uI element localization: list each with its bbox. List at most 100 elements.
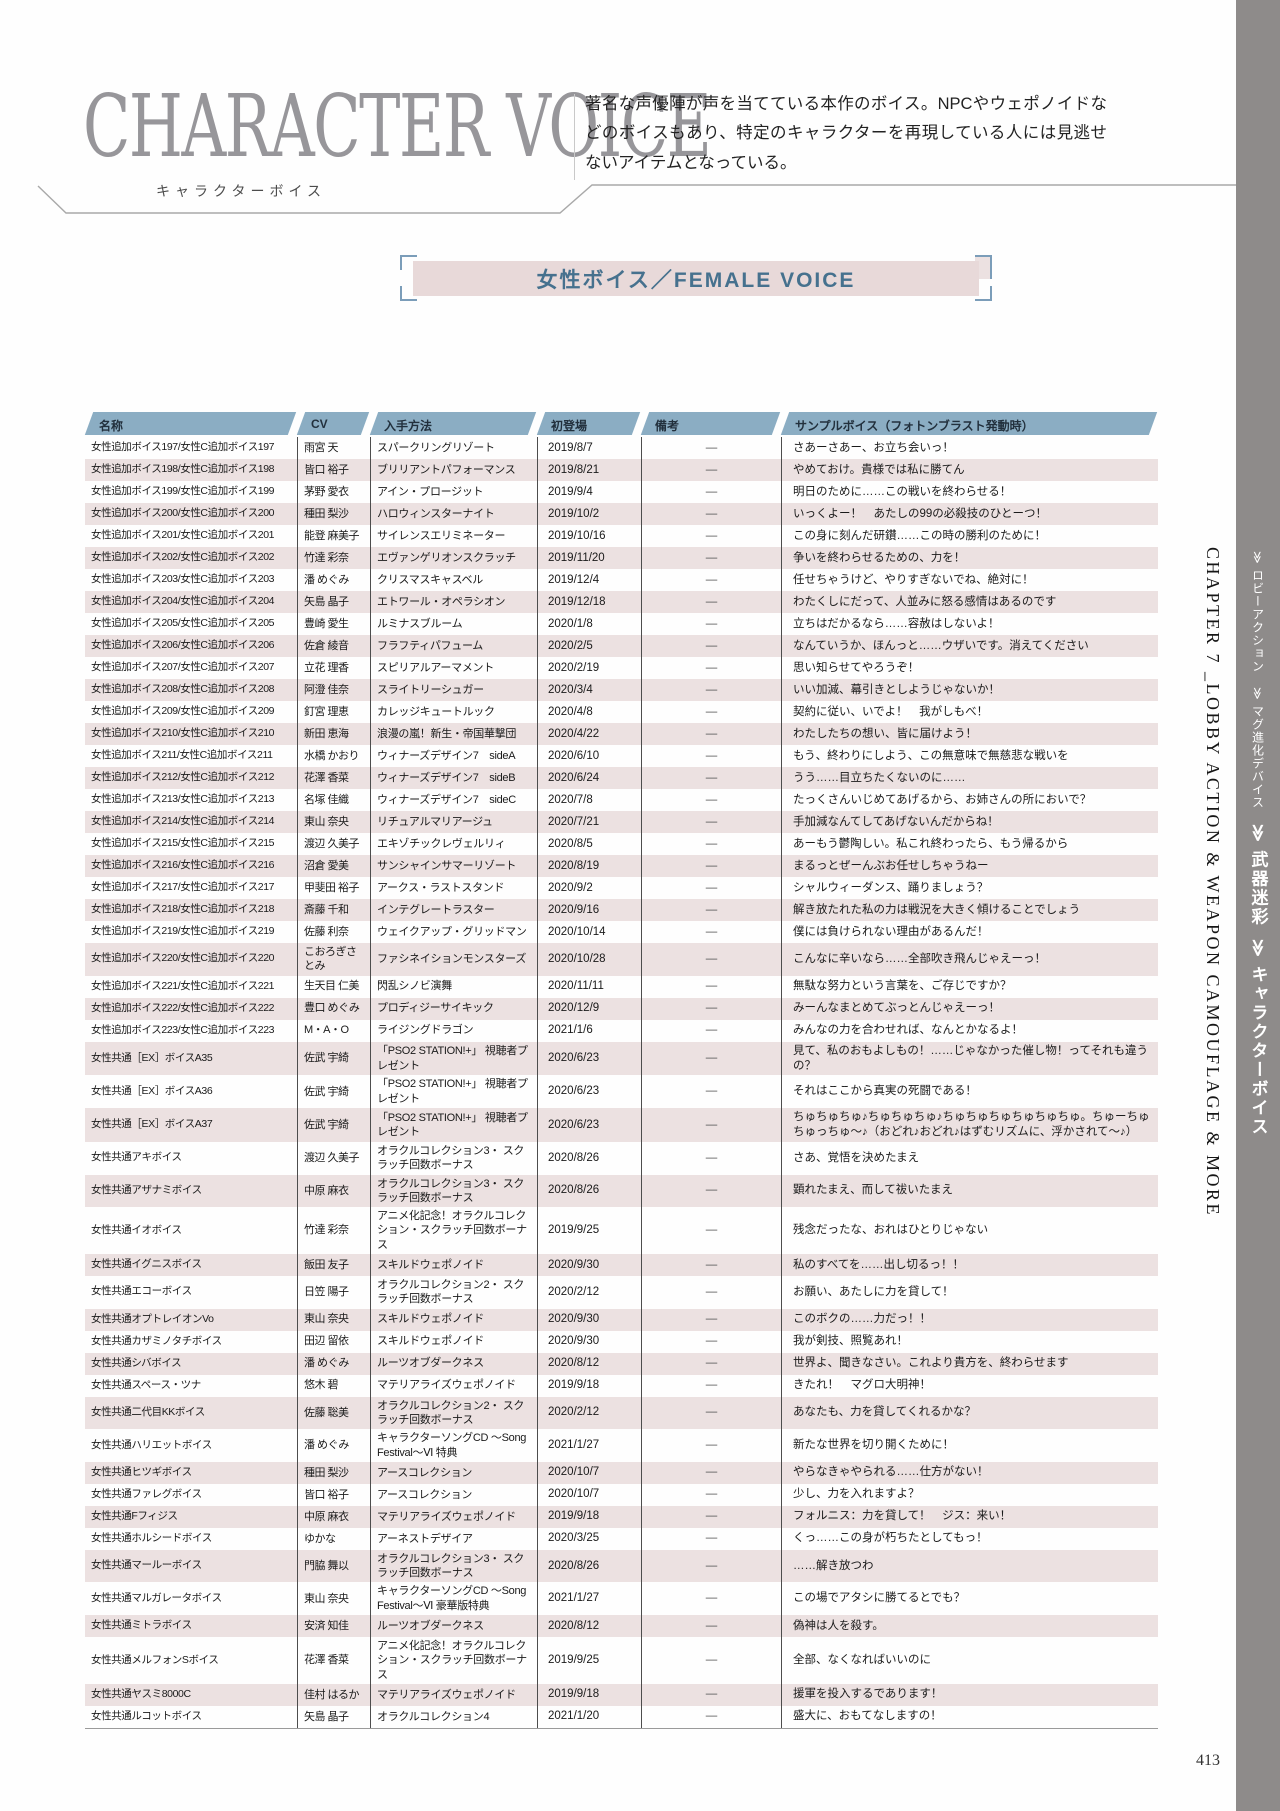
table-cell: 私のすべてを……出し切るっ！！: [781, 1254, 1158, 1277]
table-cell: ライジングドラゴン: [370, 1019, 537, 1042]
table-cell: キャラクターソングCD ～Song Festival～Ⅵ 特典: [370, 1429, 537, 1462]
table-cell: ファシネイションモンスターズ: [370, 943, 537, 976]
table-cell: 女性共通シバボイス: [91, 1356, 182, 1369]
table-cell: ルミナスブルーム: [370, 613, 537, 635]
table-row: 女性共通［EX］ボイスA37 佐武 宇綺 「PSO2 STATION!+」 視聴者プ…: [85, 1108, 1158, 1142]
table-cell: 佐武 宇綺: [297, 1041, 370, 1076]
table-cell: 全部、なくなればいいのに: [781, 1636, 1158, 1684]
table-cell: シャルウィーダンス、踊りましょう？: [781, 877, 1158, 899]
page-title: CHARACTER VOICE: [83, 77, 712, 177]
table-cell: 田辺 留依: [297, 1330, 370, 1353]
table-cell: アーネストデザイア: [370, 1527, 537, 1550]
table-cell: ―: [641, 613, 781, 635]
table-cell: 2020/8/26: [537, 1141, 641, 1175]
table-cell: マテリアライズウェポノイド: [370, 1374, 537, 1397]
table-cell: うう……目立ちたくないのに……: [781, 767, 1158, 789]
table-row: 女性追加ボイス208/女性C追加ボイス208 阿澄 佳奈 スライトリーシュガー 202…: [85, 679, 1158, 701]
table-cell: 女性追加ボイス206/女性C追加ボイス206: [91, 639, 275, 652]
table-row: 女性追加ボイス222/女性C追加ボイス222 豊口 めぐみ プロディジーサイキック 2…: [85, 997, 1158, 1020]
table-cell: 2020/6/10: [537, 745, 641, 767]
column-header: 初登場: [536, 412, 641, 435]
table-cell: 女性共通ヤスミ8000C: [91, 1688, 191, 1701]
table-cell: 女性追加ボイス209/女性C追加ボイス209: [91, 705, 275, 718]
table-cell: 能登 麻美子: [297, 525, 370, 547]
table-cell: 2020/3/25: [537, 1527, 641, 1550]
table-cell: アースコレクション: [370, 1483, 537, 1506]
table-cell: なんていうか、ほんっと……ウザいです。消えてください: [781, 635, 1158, 657]
table-cell: カレッジキュートルック: [370, 701, 537, 723]
table-cell: ゆかな: [297, 1527, 370, 1550]
table-cell: M・A・O: [297, 1019, 370, 1042]
table-cell: 女性共通カザミノタチボイス: [91, 1334, 222, 1347]
table-cell: 女性共通アザナミボイス: [91, 1184, 202, 1196]
table-cell: 中原 麻衣: [297, 1174, 370, 1208]
table-cell: この場でアタシに勝てるとでも？: [781, 1582, 1158, 1615]
table-cell: 盛大に、おもてなしますの！: [781, 1705, 1158, 1728]
table-cell: 2020/8/19: [537, 855, 641, 877]
table-cell: 女性追加ボイス205/女性C追加ボイス205: [91, 617, 275, 630]
table-cell: 2020/8/5: [537, 833, 641, 855]
table-row: 女性共通ファレグボイス 皆口 裕子 アースコレクション 2020/10/7 ― 少し、力を…: [85, 1483, 1158, 1506]
table-cell: 2020/6/23: [537, 1108, 641, 1142]
table-cell: サンシャインサマーリゾート: [370, 855, 537, 877]
table-cell: 思い知らせてやろうぞ！: [781, 657, 1158, 679]
banner-corner-icon: [400, 255, 417, 270]
table-cell: 女性追加ボイス220/女性C追加ボイス220: [91, 952, 275, 965]
table-cell: 竹達 彩奈: [297, 1207, 370, 1255]
table-cell: みーんなまとめてぶっとんじゃえーっ！: [781, 997, 1158, 1020]
table-cell: ―: [641, 767, 781, 789]
table-row: 女性共通ホルシードボイス ゆかな アーネストデザイア 2020/3/25 ― くっ……この…: [85, 1527, 1158, 1550]
table-cell: 女性追加ボイス202/女性C追加ボイス202: [91, 551, 275, 564]
table-row: 女性共通シバボイス 潘 めぐみ ルーツオブダークネス 2020/8/12 ― 世界よ、聞き…: [85, 1352, 1158, 1375]
table-cell: 新田 恵海: [297, 723, 370, 745]
table-cell: アースコレクション: [370, 1461, 537, 1484]
table-cell: クリスマスキャスベル: [370, 569, 537, 591]
table-cell: 閃乱シノビ演舞: [370, 975, 537, 998]
sidebar-item-character-voice: ≫ キャラクターボイス: [1248, 938, 1268, 1137]
table-cell: ―: [641, 1582, 781, 1615]
table-cell: ……解き放つわ: [781, 1549, 1158, 1583]
table-cell: 2019/8/21: [537, 459, 641, 481]
table-cell: ―: [641, 1174, 781, 1208]
intro-description: 著名な声優陣が声を当てている本作のボイス。NPCやウェポノイドなどのボイスもあり…: [585, 95, 1107, 172]
table-cell: 2020/9/2: [537, 877, 641, 899]
table-cell: ブリリアントパフォーマンス: [370, 459, 537, 481]
table-cell: 釘宮 理恵: [297, 701, 370, 723]
table-cell: 花澤 香菜: [297, 1636, 370, 1684]
table-cell: 竹達 彩奈: [297, 547, 370, 569]
table-cell: 2020/2/19: [537, 657, 641, 679]
table-cell: 2020/10/28: [537, 943, 641, 976]
table-cell: エキゾチックレヴェルリィ: [370, 833, 537, 855]
table-row: 女性共通アザナミボイス 中原 麻衣 オラクルコレクション3・ スクラッチ回数ボーナス…: [85, 1174, 1158, 1208]
table-cell: 矢島 晶子: [297, 1705, 370, 1728]
table-cell: 2020/2/5: [537, 635, 641, 657]
table-cell: 女性共通マルガレータボイス: [91, 1591, 222, 1604]
table-cell: 東山 奈央: [297, 1308, 370, 1331]
table-cell: 2020/11/11: [537, 975, 641, 998]
table-cell: スキルドウェポノイド: [370, 1330, 537, 1353]
table-cell: たっくさんいじめてあげるから、お姉さんの所においで？: [781, 789, 1158, 811]
table-cell: 皆口 裕子: [297, 459, 370, 481]
table-row: 女性追加ボイス218/女性C追加ボイス218 斎藤 千和 インテグレートラスター 20…: [85, 899, 1158, 921]
table-row: 女性共通ヒツギボイス 種田 梨沙 アースコレクション 2020/10/7 ― やらなきゃや…: [85, 1461, 1158, 1484]
table-cell: 2020/8/26: [537, 1174, 641, 1208]
table-cell: 名塚 佳織: [297, 789, 370, 811]
table-cell: お願い、あたしに力を貸して！: [781, 1276, 1158, 1309]
table-cell: 女性追加ボイス216/女性C追加ボイス216: [91, 859, 275, 872]
table-cell: この身に刻んだ研鑽……この時の勝利のために！: [781, 525, 1158, 547]
table-cell: 渡辺 久美子: [297, 1141, 370, 1175]
sidebar-item-weapon-camo: ≫ 武器迷彩: [1248, 823, 1268, 927]
table-cell: 皆口 裕子: [297, 1483, 370, 1506]
table-cell: フラフティパフューム: [370, 635, 537, 657]
table-cell: 斎藤 千和: [297, 899, 370, 921]
table-row: 女性追加ボイス220/女性C追加ボイス220 こおろぎさとみ ファシネイションモンス…: [85, 943, 1158, 976]
table-row: 女性共通［EX］ボイスA35 佐武 宇綺 「PSO2 STATION!+」 視聴者プ…: [85, 1041, 1158, 1076]
table-cell: ちゅちゅちゅ♪ちゅちゅちゅ♪ちゅちゅちゅちゅちゅちゅ。ちゅーちゅちゅっちゅ～♪（…: [781, 1108, 1158, 1142]
table-cell: ―: [641, 1461, 781, 1484]
column-header-label: 備考: [655, 419, 680, 433]
table-cell: 潘 めぐみ: [297, 1429, 370, 1462]
table-cell: 2020/7/8: [537, 789, 641, 811]
table-cell: 女性追加ボイス198/女性C追加ボイス198: [91, 463, 275, 476]
table-cell: スキルドウェポノイド: [370, 1308, 537, 1331]
